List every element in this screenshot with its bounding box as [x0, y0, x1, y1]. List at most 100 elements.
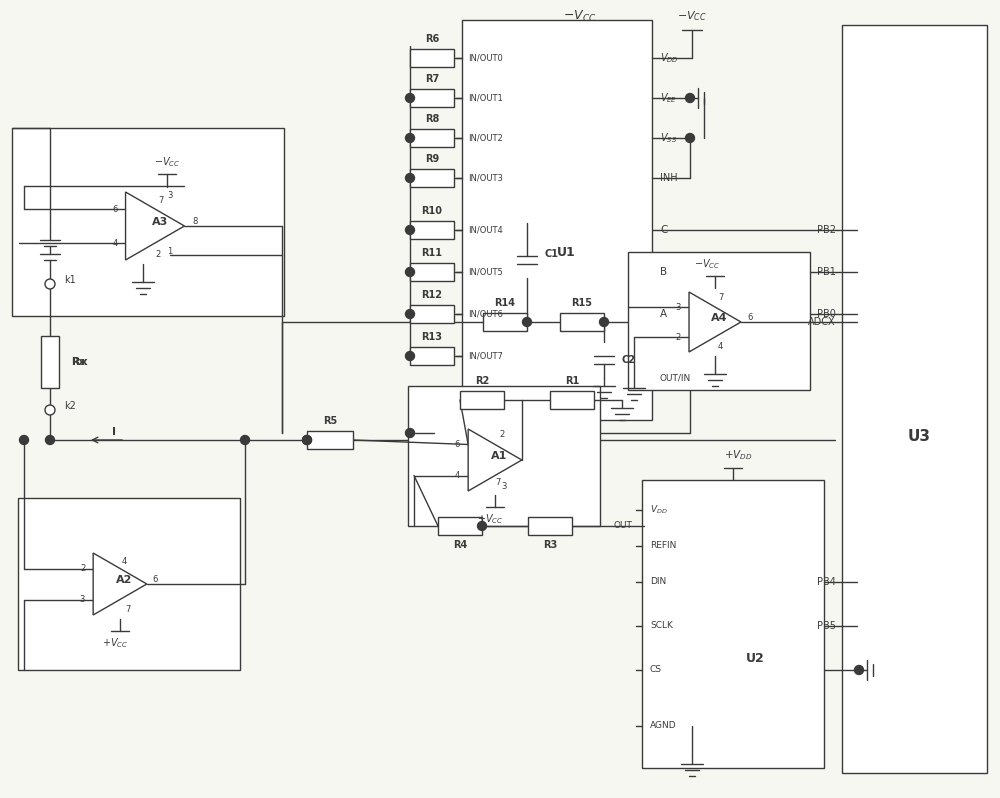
Text: 2: 2	[155, 251, 161, 259]
Circle shape	[854, 666, 864, 674]
Circle shape	[478, 522, 486, 531]
Text: 3: 3	[676, 302, 681, 311]
Bar	[462, 20, 652, 420]
Text: A3: A3	[152, 217, 168, 227]
Circle shape	[241, 436, 250, 444]
Text: A4: A4	[711, 313, 727, 323]
Circle shape	[686, 93, 694, 102]
Text: $V_{DD}$: $V_{DD}$	[660, 51, 679, 65]
Text: $+V_{DD}$: $+V_{DD}$	[724, 448, 752, 462]
Text: 6: 6	[153, 575, 158, 584]
Text: R2: R2	[475, 376, 489, 386]
Text: R6: R6	[425, 34, 439, 44]
Bar	[560, 313, 604, 331]
Text: U1: U1	[557, 246, 576, 259]
Circle shape	[406, 226, 414, 235]
Text: IN/OUT3: IN/OUT3	[468, 173, 503, 183]
Text: 1: 1	[167, 247, 172, 256]
Text: IN/OUT0: IN/OUT0	[468, 53, 503, 62]
Bar	[410, 347, 454, 365]
Text: 2: 2	[676, 333, 681, 342]
Text: B: B	[660, 267, 667, 277]
Circle shape	[20, 436, 28, 444]
Text: PB2: PB2	[817, 225, 836, 235]
Bar	[410, 263, 454, 281]
Text: $-V_{CC}$: $-V_{CC}$	[677, 9, 707, 23]
Circle shape	[406, 93, 414, 102]
Circle shape	[302, 436, 312, 444]
Text: I: I	[112, 427, 116, 437]
Bar	[410, 129, 454, 147]
Text: R3: R3	[543, 540, 557, 550]
Text: $-V_{CC}$: $-V_{CC}$	[563, 9, 597, 24]
Text: C: C	[660, 225, 667, 235]
Text: C1: C1	[545, 249, 559, 259]
Bar	[842, 25, 987, 773]
Text: $+V_{CC}$: $+V_{CC}$	[477, 512, 503, 526]
Text: 7: 7	[125, 605, 131, 614]
Bar	[410, 221, 454, 239]
Text: IN/OUT2: IN/OUT2	[468, 133, 503, 143]
Text: C2: C2	[622, 355, 636, 365]
Text: IN/OUT5: IN/OUT5	[468, 267, 503, 276]
Text: 7: 7	[718, 294, 723, 302]
Polygon shape	[468, 429, 522, 491]
Text: SCLK: SCLK	[650, 622, 673, 630]
Text: R15: R15	[572, 298, 592, 308]
Text: IN/OUT4: IN/OUT4	[468, 226, 503, 235]
Circle shape	[406, 310, 414, 318]
Circle shape	[406, 429, 414, 437]
Text: $-V_{CC}$: $-V_{CC}$	[694, 257, 720, 271]
Text: $V_{SS}$: $V_{SS}$	[660, 131, 677, 145]
Text: 3: 3	[502, 482, 507, 491]
Bar	[410, 89, 454, 107]
Text: DIN: DIN	[650, 578, 666, 587]
Text: 3: 3	[80, 595, 85, 604]
Bar	[410, 305, 454, 323]
Bar	[550, 391, 594, 409]
Text: 6: 6	[112, 204, 118, 214]
Bar	[528, 517, 572, 535]
Text: U3: U3	[908, 429, 931, 444]
Bar	[410, 169, 454, 187]
Text: A2: A2	[116, 575, 132, 585]
Text: PB5: PB5	[817, 621, 836, 631]
Text: $V_{EE}$: $V_{EE}$	[660, 91, 677, 105]
Text: 2: 2	[80, 564, 85, 573]
Text: REFIN: REFIN	[650, 542, 676, 551]
Text: U2: U2	[745, 652, 764, 665]
Bar	[438, 517, 482, 535]
Text: A: A	[660, 309, 667, 319]
Polygon shape	[689, 292, 741, 352]
Text: R5: R5	[323, 416, 337, 426]
Text: PB4: PB4	[817, 577, 836, 587]
Text: k1: k1	[64, 275, 76, 285]
Bar	[307, 431, 353, 449]
Circle shape	[302, 436, 312, 444]
Text: R8: R8	[425, 114, 439, 124]
Bar	[460, 391, 504, 409]
Circle shape	[46, 436, 54, 444]
Text: IN/OUT7: IN/OUT7	[468, 351, 503, 361]
Text: CS: CS	[650, 666, 662, 674]
Circle shape	[45, 405, 55, 415]
Text: Rx: Rx	[72, 357, 88, 367]
Text: R10: R10	[421, 206, 442, 216]
Text: R1: R1	[565, 376, 579, 386]
Bar	[410, 49, 454, 67]
Circle shape	[406, 173, 414, 183]
Text: 8: 8	[192, 216, 198, 226]
Bar	[408, 386, 600, 526]
Circle shape	[406, 267, 414, 276]
Text: AGND: AGND	[650, 721, 677, 730]
Circle shape	[686, 133, 694, 143]
Text: R14: R14	[494, 298, 516, 308]
Text: R11: R11	[421, 248, 442, 258]
Text: R4: R4	[453, 540, 467, 550]
Polygon shape	[93, 553, 147, 615]
Text: 7: 7	[495, 478, 500, 487]
Text: $+V_{CC}$: $+V_{CC}$	[102, 636, 128, 650]
Circle shape	[406, 351, 414, 361]
Circle shape	[522, 318, 532, 326]
Text: 4: 4	[455, 471, 460, 480]
